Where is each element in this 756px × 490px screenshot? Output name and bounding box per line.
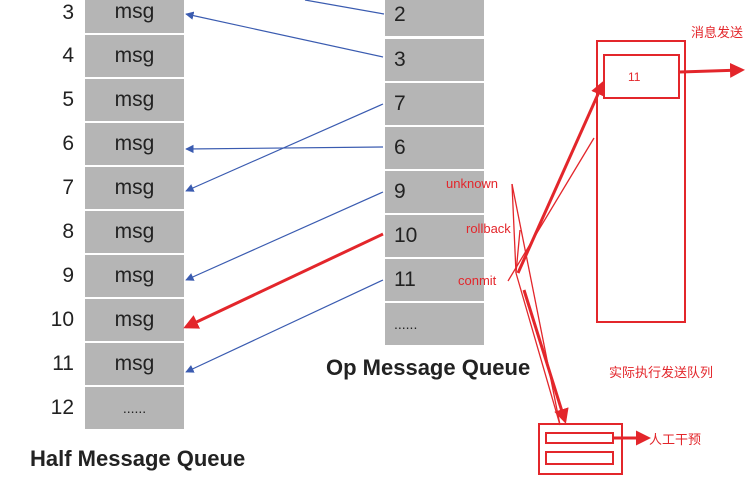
arrow-line — [185, 279, 384, 373]
arrow-line — [304, 0, 385, 15]
op-item: 7 — [385, 83, 484, 125]
half-row-msg: msg — [85, 167, 184, 209]
half-row-msg: ...... — [85, 387, 184, 429]
send-label: 消息发送 — [691, 25, 744, 40]
send-queue-item-box: 11 — [603, 54, 680, 99]
op-item: 3 — [385, 39, 484, 81]
arrow-line — [183, 232, 384, 329]
half-row-msg: msg — [85, 79, 184, 121]
unknown-label: unknown — [446, 176, 499, 191]
half-row-number: 5 — [62, 88, 74, 111]
op-item: 6 — [385, 127, 484, 169]
send-queue-item: 11 — [628, 70, 641, 84]
half-row-msg: msg — [85, 255, 184, 297]
half-row-msg: msg — [85, 299, 184, 341]
branch-line — [511, 183, 517, 274]
half-row-msg: msg — [85, 0, 184, 33]
arrow-line — [185, 191, 384, 281]
arrow-line — [185, 11, 384, 58]
half-row-number: 8 — [62, 220, 74, 243]
half-row-msg: msg — [85, 123, 184, 165]
arrow-line — [679, 62, 745, 78]
send-queue-title: 实际执行发送队列 — [609, 365, 714, 380]
half-row-number: 10 — [50, 308, 74, 331]
op-item: 11 — [385, 259, 484, 301]
half-row-msg: msg — [85, 211, 184, 253]
op-queue-title: Op Message Queue — [326, 355, 531, 380]
manual-slot — [545, 451, 614, 465]
half-row-number: 9 — [62, 264, 74, 287]
commit-label: conmit — [458, 273, 497, 288]
half-row-msg: msg — [85, 343, 184, 385]
arrow-line — [185, 144, 384, 154]
half-row-number: 12 — [50, 396, 74, 419]
branch-line — [507, 137, 595, 282]
half-row-number: 7 — [62, 176, 74, 199]
op-item: ...... — [385, 303, 484, 345]
op-item: 9 — [385, 171, 484, 213]
manual-slot — [545, 432, 614, 444]
arrow-line — [516, 80, 605, 274]
manual-box — [538, 423, 623, 475]
branch-line — [515, 272, 561, 426]
rollback-label: rollback — [466, 221, 511, 236]
branch-line — [511, 183, 561, 426]
half-queue-title: Half Message Queue — [30, 446, 246, 471]
half-row-number: 11 — [52, 352, 74, 375]
half-row-msg: msg — [85, 35, 184, 77]
manual-label: 人工干预 — [649, 432, 702, 447]
half-row-number: 4 — [62, 44, 74, 67]
half-row-number: 6 — [62, 132, 74, 155]
send-queue-box — [596, 40, 686, 323]
arrow-line — [522, 289, 569, 424]
op-item: 2 — [385, 0, 484, 36]
half-row-number: 3 — [62, 1, 74, 24]
op-item: 10 — [385, 215, 484, 257]
